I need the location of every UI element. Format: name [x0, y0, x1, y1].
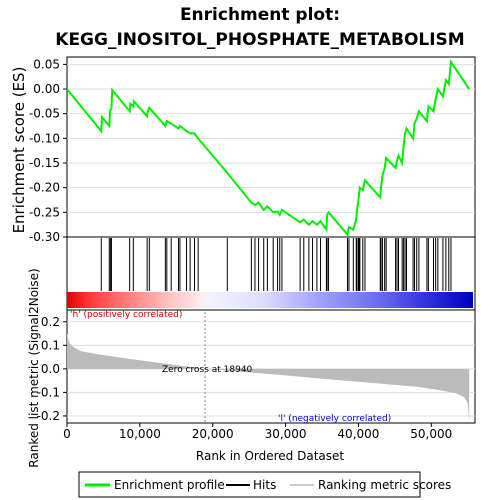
metric-y-tick-label: 0.2 — [41, 315, 60, 329]
es-gridlines — [67, 63, 475, 238]
es-y-ticks: 0.05 0.00 -0.05 -0.10 -0.15 -0.20 -0.25 -0.30 — [29, 57, 67, 244]
zero-cross-label: Zero cross at 18940 — [162, 365, 253, 375]
x-axis-label: Rank in Ordered Dataset — [196, 449, 344, 463]
hit-marks — [100, 238, 452, 291]
es-y-tick-label: -0.15 — [29, 156, 60, 170]
chart-title-line1: Enrichment plot: — [180, 5, 340, 25]
es-y-tick-label: 0.00 — [33, 82, 60, 96]
es-y-tick-label: -0.30 — [29, 230, 60, 244]
es-y-tick-label: -0.05 — [29, 107, 60, 121]
metric-panel: Zero cross at 18940 'h' (positively corr… — [27, 268, 476, 468]
es-y-tick-label: -0.25 — [29, 205, 60, 219]
hits-panel — [66, 236, 476, 311]
metric-y-tick-label: -0.1 — [37, 385, 60, 399]
positive-correlation-label: 'h' (positively correlated) — [70, 310, 182, 320]
metric-y-axis-label: Ranked list metric (Signal2Noise) — [27, 268, 41, 467]
rank-color-bar — [67, 292, 473, 308]
x-ticks: 0 10,000 20,000 30,000 40,000 50,000 — [63, 423, 452, 441]
metric-y-ticks: 0.2 0.1 0.0 -0.1 -0.2 — [37, 315, 67, 423]
chart-title-line2: KEGG_INOSITOL_PHOSPHATE_METABOLISM — [55, 30, 464, 50]
es-panel: 0.05 0.00 -0.05 -0.10 -0.15 -0.20 -0.25 -0.30 E… — [10, 56, 476, 244]
x-tick-label: 20,000 — [192, 427, 234, 441]
metric-y-tick-label: 0.1 — [41, 338, 60, 352]
x-tick-label: 0 — [63, 427, 71, 441]
es-y-tick-label: 0.05 — [33, 57, 60, 71]
x-tick-label: 40,000 — [337, 427, 379, 441]
x-tick-label: 30,000 — [265, 427, 307, 441]
legend-enrichment-label: Enrichment profile — [114, 478, 225, 492]
metric-y-tick-label: 0.0 — [41, 362, 60, 376]
metric-y-tick-label: -0.2 — [37, 409, 60, 423]
es-y-axis-label: Enrichment score (ES) — [10, 67, 28, 234]
negative-correlation-label: 'l' (negatively correlated) — [278, 414, 391, 424]
x-tick-label: 10,000 — [119, 427, 161, 441]
legend-metric-label: Ranking metric scores — [318, 478, 451, 492]
es-y-tick-label: -0.10 — [29, 131, 60, 145]
enrichment-profile-line — [66, 59, 471, 237]
legend-hits-label: Hits — [253, 478, 276, 492]
x-tick-label: 50,000 — [410, 427, 452, 441]
legend: Enrichment profile Hits Ranking metric s… — [78, 471, 451, 498]
es-panel-frame — [66, 56, 476, 238]
ranking-metric-area — [67, 333, 470, 421]
es-y-tick-label: -0.20 — [29, 181, 60, 195]
